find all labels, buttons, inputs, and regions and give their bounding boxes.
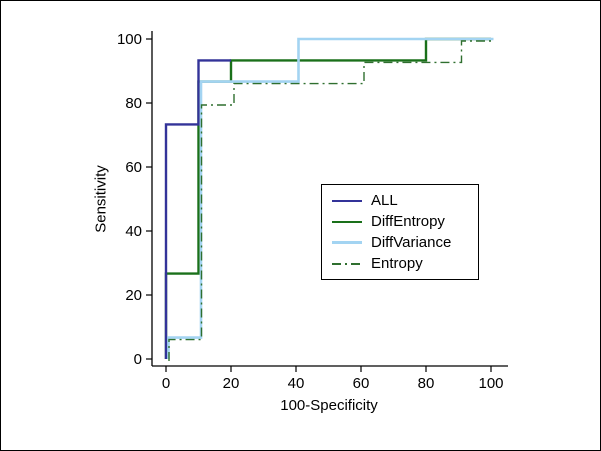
svg-text:80: 80 — [418, 375, 435, 392]
svg-text:40: 40 — [125, 223, 142, 240]
legend-item-all: ALL — [332, 192, 468, 209]
svg-text:100: 100 — [117, 31, 142, 48]
legend: ALL DiffEntropy DiffVariance Entropy — [321, 184, 479, 280]
svg-text:20: 20 — [223, 375, 240, 392]
legend-line-sample-all — [332, 199, 362, 202]
legend-label-diffentropy: DiffEntropy — [371, 213, 445, 230]
legend-item-diffvariance: DiffVariance — [332, 234, 468, 251]
legend-item-diffentropy: DiffEntropy — [332, 213, 468, 230]
svg-text:40: 40 — [288, 375, 305, 392]
legend-line-sample-entropy — [332, 262, 362, 265]
legend-label-all: ALL — [371, 192, 398, 209]
legend-line-sample-diffvariance — [332, 241, 362, 244]
svg-text:100: 100 — [478, 375, 503, 392]
legend-label-diffvariance: DiffVariance — [371, 234, 452, 251]
svg-text:20: 20 — [125, 287, 142, 304]
legend-label-entropy: Entropy — [371, 255, 423, 272]
svg-text:0: 0 — [162, 375, 170, 392]
legend-item-entropy: Entropy — [332, 255, 468, 272]
y-axis-title: Sensitivity — [92, 165, 110, 233]
svg-text:80: 80 — [125, 95, 142, 112]
svg-text:0: 0 — [134, 351, 142, 368]
x-axis-title: 100-Specificity — [280, 397, 378, 414]
legend-line-sample-diffentropy — [332, 220, 362, 223]
svg-text:60: 60 — [353, 375, 370, 392]
svg-text:60: 60 — [125, 159, 142, 176]
